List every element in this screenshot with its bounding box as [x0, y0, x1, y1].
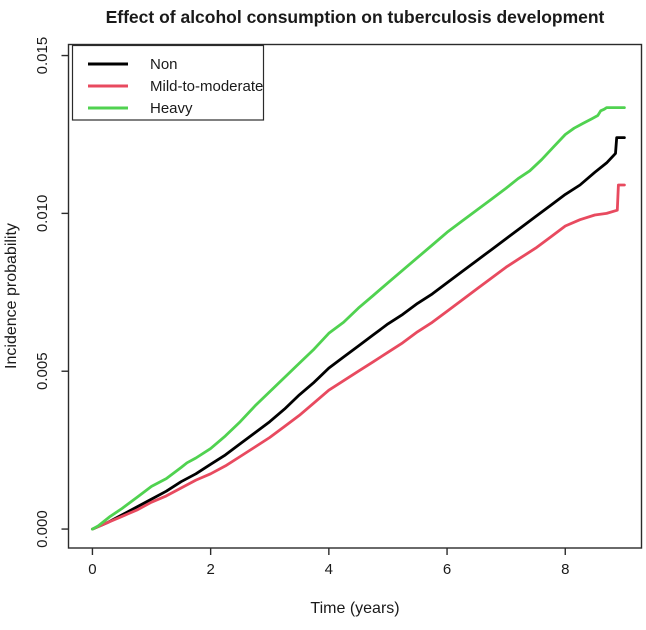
- y-axis-ticks: 0.000 0.005 0.010 0.015: [34, 37, 69, 548]
- series-lines: [91, 106, 626, 531]
- x-axis-ticks: 0 2 4 6 8: [88, 548, 569, 578]
- series-line-mild-to-moderate: [91, 183, 626, 531]
- y-axis-label: Incidence probability: [3, 223, 20, 369]
- y-tick-label: 0.010: [34, 195, 51, 233]
- x-tick-label: 6: [443, 561, 451, 578]
- x-tick-label: 2: [206, 561, 214, 578]
- legend-label-mild-to-moderate: Mild-to-moderate: [150, 78, 263, 95]
- plot-border: [67, 43, 643, 549]
- y-tick-label: 0.005: [34, 352, 51, 390]
- legend-label-heavy: Heavy: [150, 100, 193, 117]
- chart-title: Effect of alcohol consumption on tubercu…: [106, 7, 605, 27]
- y-tick-label: 0.015: [34, 37, 51, 75]
- y-tick-label: 0.000: [34, 510, 51, 548]
- x-tick-label: 0: [88, 561, 96, 578]
- x-tick-label: 8: [561, 561, 569, 578]
- legend: Non Mild-to-moderate Heavy: [71, 44, 265, 121]
- series-line-non: [91, 136, 626, 531]
- x-tick-label: 4: [325, 561, 333, 578]
- legend-label-non: Non: [150, 56, 178, 73]
- x-axis-label: Time (years): [310, 600, 399, 617]
- series-line-heavy: [91, 106, 626, 531]
